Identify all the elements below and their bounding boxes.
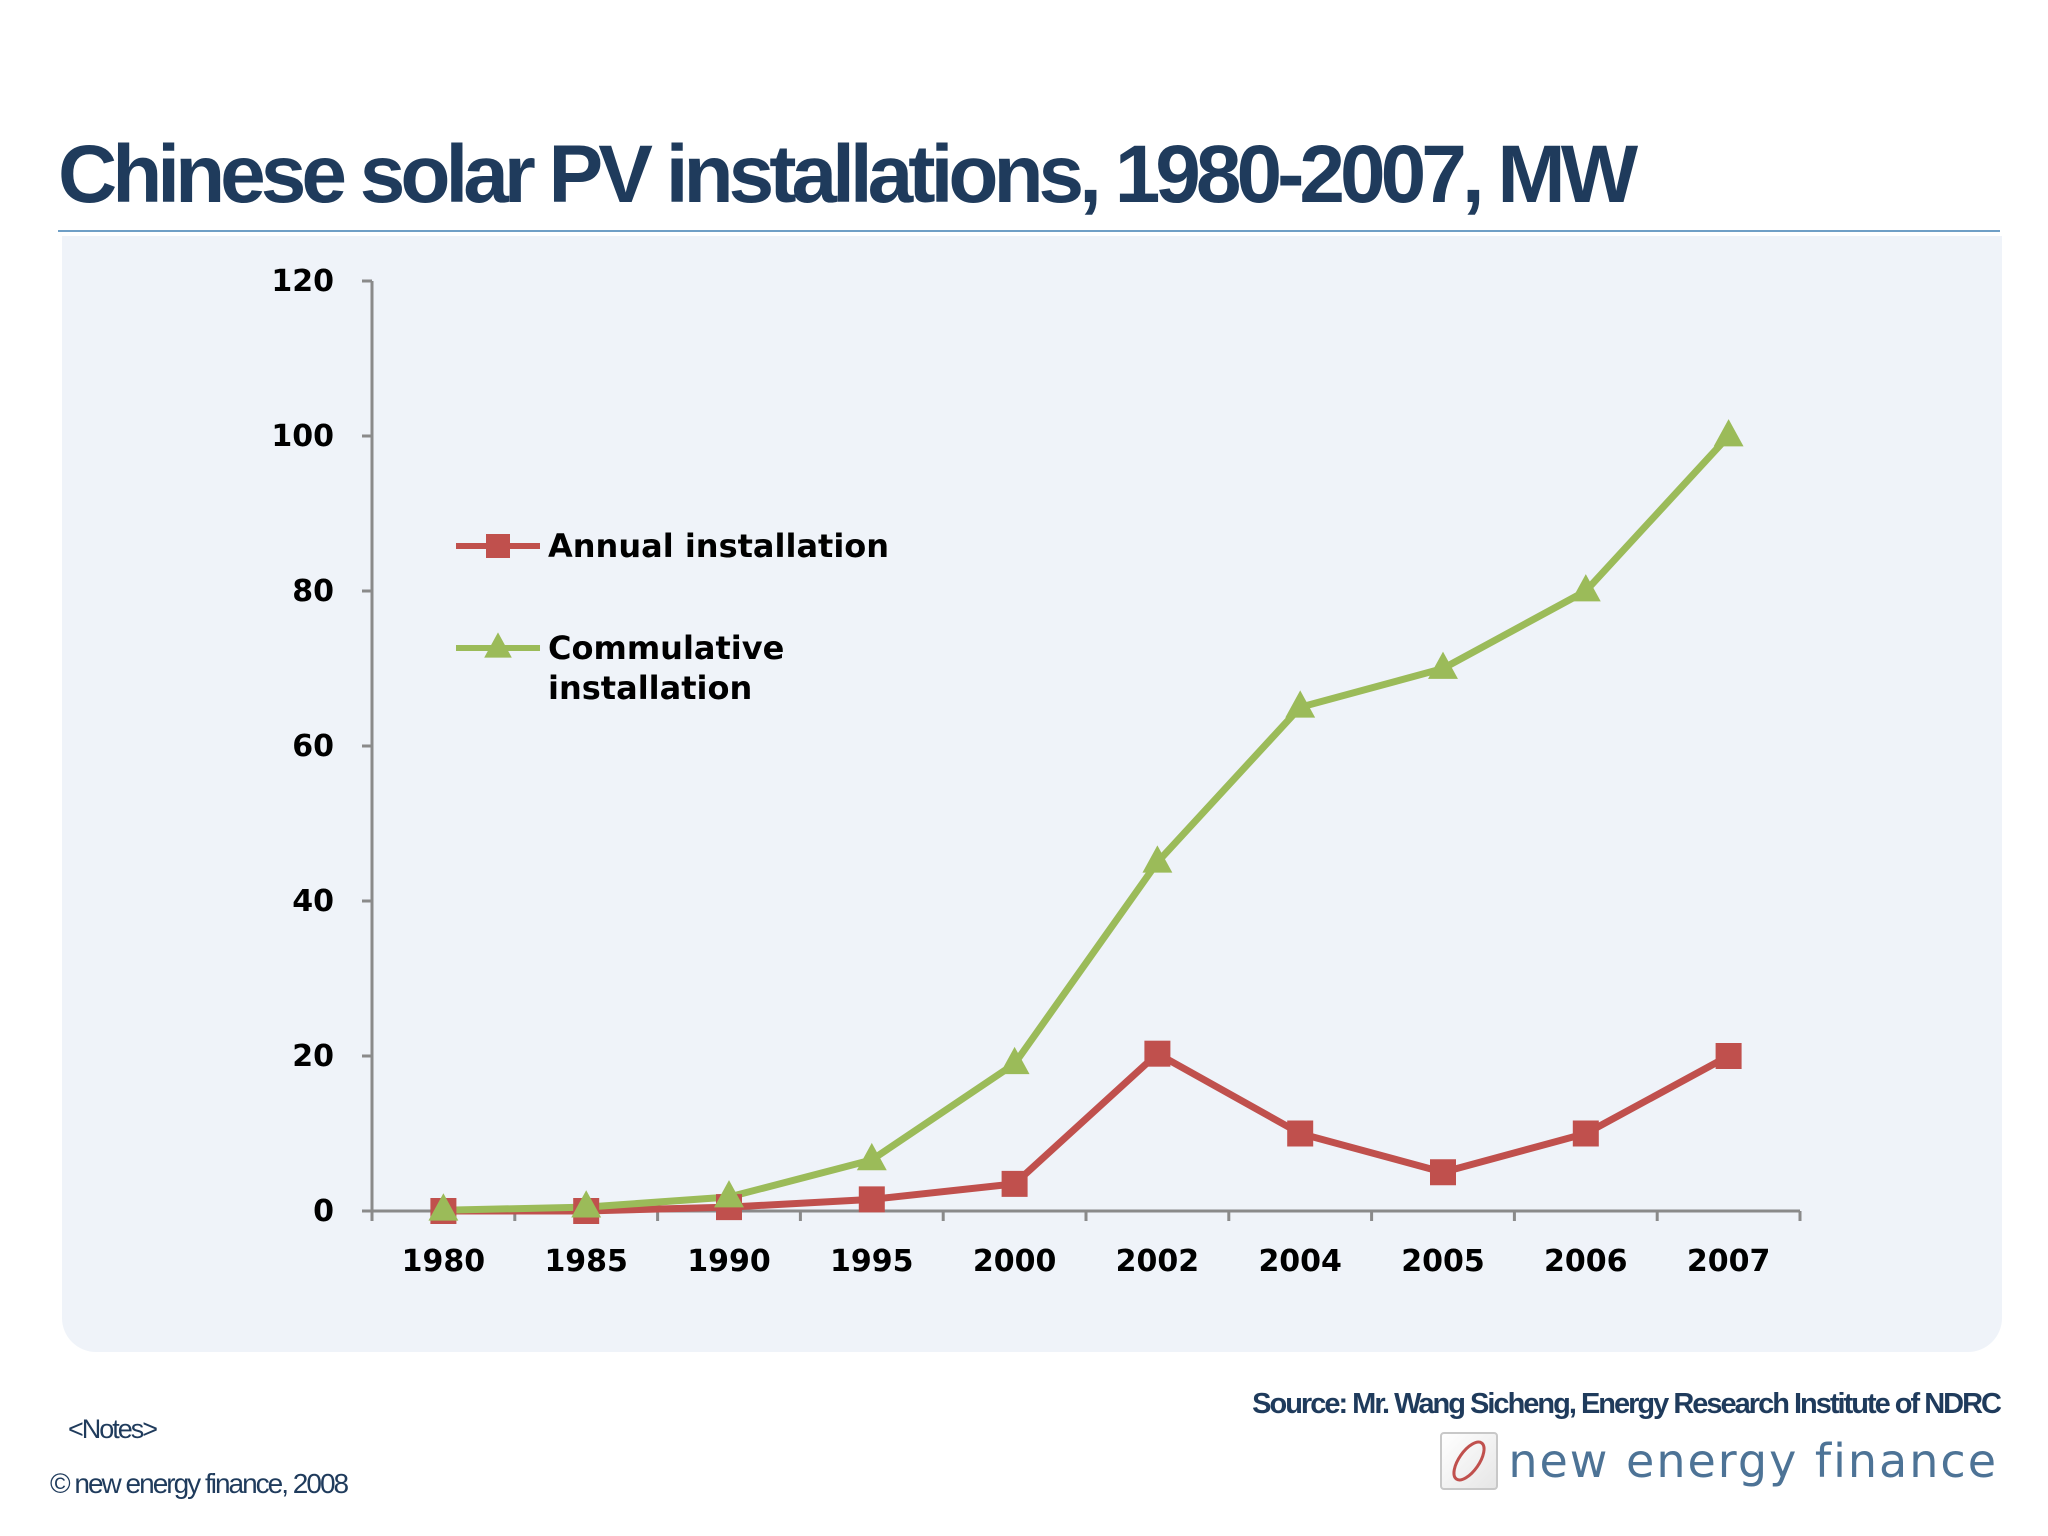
company-logo: new energy finance	[1440, 1432, 1998, 1490]
slide-title: Chinese solar PV installations, 1980-200…	[58, 129, 1638, 220]
data-point-cumulative	[571, 1190, 602, 1218]
data-point-annual	[1287, 1120, 1314, 1147]
x-tick-label: 2002	[1116, 1244, 1200, 1279]
title-divider	[58, 230, 2000, 232]
data-point-cumulative	[856, 1142, 887, 1171]
y-tick-label: 40	[292, 884, 334, 919]
x-tick-label: 1990	[687, 1244, 771, 1279]
data-point-cumulative	[1285, 690, 1316, 718]
data-point-annual	[1715, 1043, 1742, 1069]
data-point-cumulative	[1142, 845, 1173, 873]
data-point-cumulative	[714, 1180, 744, 1208]
data-point-cumulative	[999, 1046, 1030, 1075]
legend-label-annual: Annual installation	[548, 527, 889, 565]
data-point-annual	[1430, 1159, 1456, 1186]
data-point-cumulative	[1428, 651, 1458, 679]
y-tick-label: 120	[271, 264, 334, 299]
data-point-annual	[1001, 1170, 1028, 1197]
x-tick-label: 2006	[1544, 1244, 1628, 1279]
data-point-cumulative	[484, 632, 512, 658]
y-tick-label: 100	[271, 419, 334, 454]
legend-label-cumulative: Commulative installation	[548, 629, 784, 707]
copyright-text: © new energy finance, 2008	[50, 1468, 349, 1499]
x-tick-label: 2005	[1401, 1244, 1485, 1279]
data-point-cumulative	[428, 1193, 459, 1221]
data-point-cumulative	[1713, 419, 1744, 447]
y-tick-label: 20	[292, 1039, 334, 1074]
line-chart: 0 20 40 60 80 100 120 1980 1985 1990 1995 2000 2002 2…	[271, 264, 1802, 1279]
y-tick-label: 80	[292, 574, 334, 609]
y-tick-label: 60	[292, 729, 334, 764]
source-citation: Source: Mr. Wang Sicheng, Energy Researc…	[1252, 1388, 2002, 1420]
notes-placeholder: <Notes>	[68, 1414, 158, 1444]
data-point-annual	[858, 1186, 885, 1213]
x-tick-label: 1980	[402, 1244, 486, 1279]
y-tick-label: 0	[313, 1194, 334, 1229]
series-line-annual	[443, 1050, 1731, 1215]
data-point-annual	[1572, 1120, 1599, 1147]
x-tick-label: 1985	[544, 1244, 628, 1279]
logo-emblem-icon	[1440, 1432, 1499, 1490]
data-point-annual	[1144, 1040, 1171, 1067]
x-tick-label: 2000	[973, 1244, 1057, 1279]
x-tick-label: 2007	[1687, 1244, 1771, 1279]
series-line-cumulative	[443, 433, 1732, 1214]
x-tick-label: 2004	[1258, 1244, 1342, 1279]
data-point-cumulative	[1570, 574, 1601, 602]
data-point-annual	[486, 534, 510, 558]
x-tick-label: 1995	[830, 1244, 914, 1279]
logo-text: new energy finance	[1508, 1434, 1998, 1488]
